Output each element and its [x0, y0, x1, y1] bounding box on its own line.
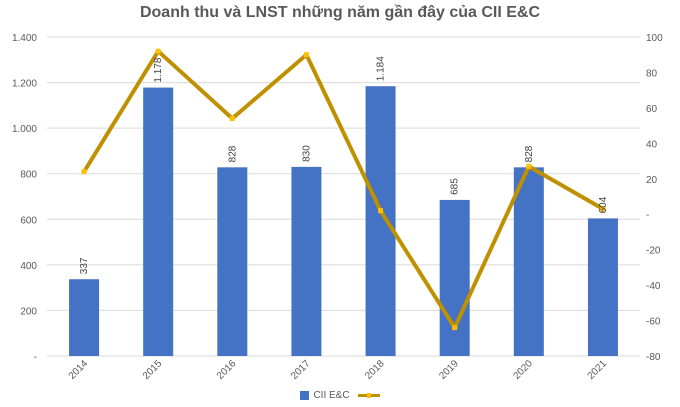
line-point: [81, 169, 87, 175]
y-left-tick-label: -: [34, 352, 37, 363]
bar: [439, 199, 470, 356]
line-point: [303, 52, 309, 58]
y-right-tick-label: 60: [646, 104, 658, 115]
legend-item-bar: CII E&C: [300, 390, 350, 401]
x-tick-label: 2015: [141, 358, 165, 382]
legend-item-line: [357, 393, 380, 398]
bar: [143, 87, 174, 356]
x-tick-label: 2017: [289, 358, 313, 382]
line-point: [452, 325, 458, 331]
y-right-tick-label: -20: [646, 246, 661, 257]
chart-title: Doanh thu và LNST những năm gần đây của …: [139, 4, 541, 21]
y-right-tick-label: -40: [646, 281, 661, 292]
y-left-tick-label: 800: [20, 170, 37, 181]
y-right-tick-label: -80: [646, 352, 661, 363]
y-right-tick-label: 20: [646, 175, 658, 186]
bar: [587, 218, 618, 356]
bar-data-label: 828: [227, 145, 238, 162]
y-left-tick-label: 1.400: [12, 33, 37, 44]
y-left-tick-label: 400: [20, 261, 37, 272]
bar: [69, 279, 100, 356]
bar-data-label: 830: [301, 145, 312, 162]
x-tick-label: 2019: [437, 358, 461, 382]
series-line: [82, 49, 604, 330]
line-point: [526, 163, 532, 169]
x-tick-label: 2016: [215, 358, 239, 382]
bar: [291, 166, 322, 356]
line-point: [229, 116, 235, 122]
bar: [513, 167, 544, 356]
bar-data-label: 337: [79, 257, 90, 274]
x-tick-label: 2018: [363, 358, 387, 382]
line-point: [378, 208, 384, 214]
x-tick-label: 2021: [586, 358, 610, 382]
line-point: [155, 48, 161, 54]
bar: [217, 167, 248, 356]
x-tick-label: 2020: [511, 358, 535, 382]
y-right-tick-label: -: [646, 210, 649, 221]
bar-data-label: 604: [598, 196, 609, 213]
y-left-tick-label: 1.200: [12, 79, 37, 90]
bar-data-label: 828: [524, 145, 535, 162]
bar-data-label: 1.178: [153, 57, 164, 82]
y-left-tick-label: 600: [20, 215, 37, 226]
legend: CII E&C: [0, 390, 680, 401]
y-right-tick-label: 80: [646, 68, 658, 79]
y-right-tick-label: -60: [646, 317, 661, 328]
bar-data-label: 685: [450, 178, 461, 195]
y-right-tick-label: 100: [646, 33, 663, 44]
y-left-tick-label: 1.000: [12, 124, 37, 135]
x-tick-label: 2014: [67, 358, 91, 382]
y-right-tick-label: 40: [646, 139, 658, 150]
line-point: [600, 206, 606, 212]
bar: [365, 86, 396, 357]
y-left-tick-label: 200: [20, 306, 37, 317]
legend-swatch-bar: [300, 391, 310, 400]
bar-data-label: 1.184: [376, 56, 387, 81]
legend-label-bar: CII E&C: [313, 390, 350, 401]
legend-swatch-line: [357, 393, 380, 398]
